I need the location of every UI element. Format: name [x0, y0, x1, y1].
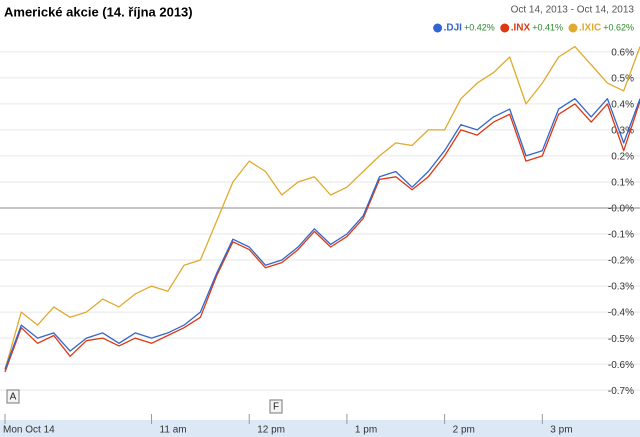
y-tick-label: -0.3% [608, 282, 634, 293]
x-tick-label: 12 pm [257, 425, 285, 436]
y-tick-label: 0.4% [611, 100, 634, 111]
legend-marker [568, 23, 578, 33]
flag-box [269, 399, 283, 414]
x-tick-label: 11 am [160, 425, 187, 436]
legend-name: .INX [511, 23, 531, 34]
flag-f: F [269, 399, 283, 414]
flag-box [6, 389, 20, 404]
legend-marker [500, 23, 510, 33]
flag-a: A [6, 389, 20, 404]
x-axis-band [0, 420, 640, 437]
legend: +0.62%.IXIC +0.41%.INX +0.42%.DJI [433, 22, 634, 34]
y-tick-label: -0.0% [608, 204, 634, 215]
legend-change: +0.42% [464, 22, 495, 32]
y-tick-label: -0.4% [608, 308, 634, 319]
legend-name: .IXIC [579, 23, 601, 34]
date-range: Oct 14, 2013 - Oct 14, 2013 [511, 5, 635, 16]
y-tick-label: 0.3% [611, 126, 634, 137]
x-tick-label: Mon Oct 14 [3, 425, 55, 436]
grid: 0.6% 0.5% 0.4% 0.3% 0.2% 0.1% -0.0% -0.1% -0.2% -… [0, 47, 640, 397]
y-tick-label: -0.6% [608, 360, 634, 371]
y-tick-label: -0.5% [608, 334, 634, 345]
y-tick-label: -0.7% [608, 386, 634, 397]
flag-label: F [273, 402, 279, 413]
series-line [4, 98, 640, 370]
y-tick-label: 0.1% [611, 178, 634, 189]
chart-title: Americké akcie (14. října 2013) [4, 4, 193, 19]
y-tick-label: 0.6% [611, 47, 634, 58]
flag-label: A [10, 392, 17, 403]
y-tick-label: -0.1% [608, 230, 634, 241]
legend-change: +0.41% [532, 22, 563, 32]
x-tick-label: 1 pm [355, 425, 377, 436]
series-line [4, 101, 640, 373]
y-tick-label: -0.2% [608, 256, 634, 267]
series-line [4, 45, 640, 370]
y-tick-label: 0.5% [611, 73, 634, 84]
x-tick-label: 2 pm [453, 425, 475, 436]
legend-change: +0.62% [603, 22, 634, 32]
y-tick-label: 0.2% [611, 152, 634, 163]
legend-name: .DJI [444, 23, 463, 34]
lines [4, 45, 640, 373]
x-axis: Mon Oct 14 11 am 12 pm 1 pm 2 pm 3 pm [3, 414, 573, 436]
x-tick-label: 3 pm [550, 425, 572, 436]
legend-marker [433, 23, 443, 33]
